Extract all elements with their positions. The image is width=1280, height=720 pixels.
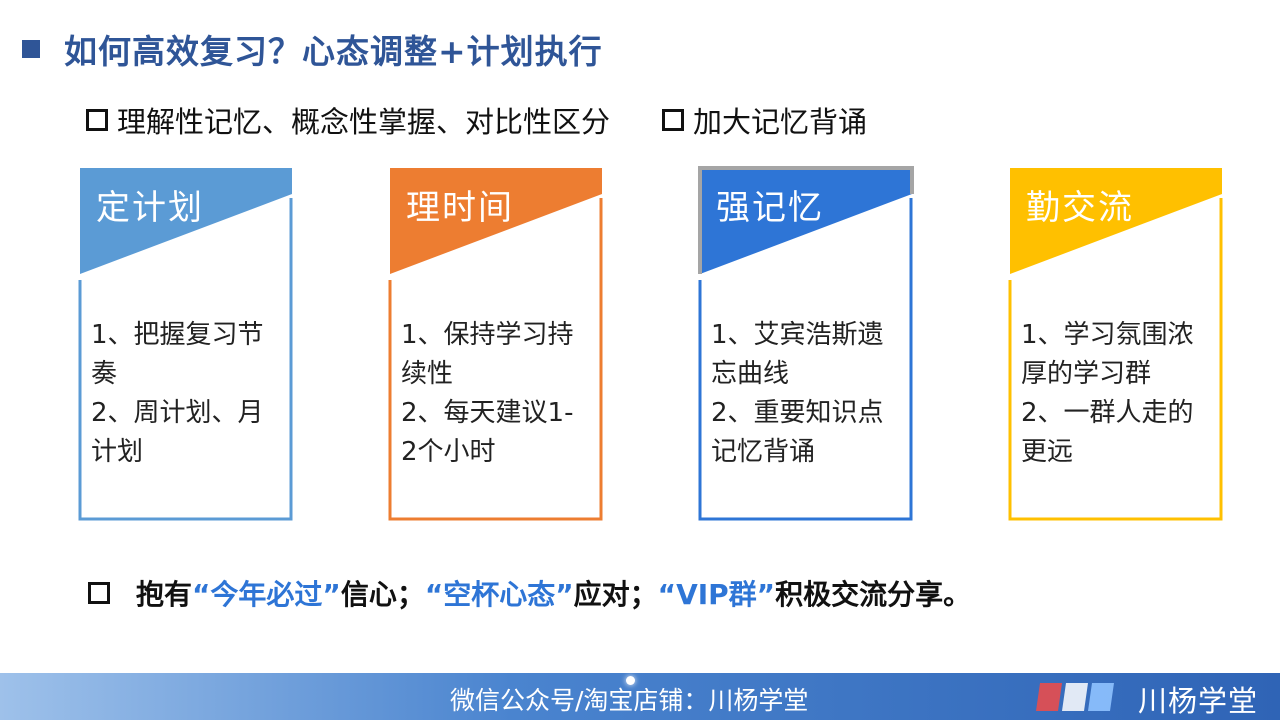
checkbox-icon — [662, 109, 685, 131]
card-line: 2、周计划、月 — [91, 398, 264, 428]
statement-text: 应对； — [573, 578, 658, 611]
card-plan: 定计划 1、把握复习节 奏 2、周计划、月 计划 — [78, 168, 293, 521]
statement-highlight: “VIP群” — [657, 578, 776, 611]
bullet-item: 加大记忆背诵 — [662, 99, 867, 141]
statement-text: 抱有 — [136, 578, 193, 611]
card-frame — [698, 166, 914, 521]
statement-highlight: “今年必过” — [192, 578, 341, 611]
card-title: 强记忆 — [716, 188, 824, 228]
card-line: 2、重要知识点 — [711, 398, 884, 428]
card-time: 理时间 1、保持学习持 续性 2、每天建议1- 2个小时 — [388, 168, 603, 521]
card-line: 1、保持学习持 — [401, 320, 574, 350]
card-frame — [1008, 168, 1223, 521]
statement-text: 积极交流分享。 — [775, 578, 972, 611]
statement-text: 信心； — [340, 578, 425, 611]
card-line: 计划 — [91, 437, 144, 467]
card-frame — [388, 168, 603, 521]
card-line: 奏 — [91, 359, 118, 389]
card-line: 忘曲线 — [711, 359, 790, 389]
bullet-text: 加大记忆背诵 — [693, 105, 868, 139]
card-line: 更远 — [1021, 437, 1074, 467]
card-line: 续性 — [401, 359, 454, 389]
card-line: 2个小时 — [401, 437, 496, 467]
page-title: 如何高效复习？心态调整+计划执行 — [64, 32, 603, 71]
card-line: 厚的学习群 — [1021, 359, 1152, 389]
title-bar: 如何高效复习？心态调整+计划执行 — [22, 24, 603, 74]
card-frame — [78, 168, 293, 521]
bottom-statement: 抱有 “今年必过” 信心； “空杯心态” 应对； “VIP群” 积极交流分享。 — [88, 570, 971, 616]
card-communicate: 勤交流 1、学习氛围浓 厚的学习群 2、一群人走的 更远 — [1008, 168, 1223, 521]
card-line: 2、每天建议1- — [401, 398, 574, 428]
card-memory: 强记忆 1、艾宾浩斯遗 忘曲线 2、重要知识点 记忆背诵 — [698, 166, 914, 521]
card-title: 勤交流 — [1026, 188, 1134, 228]
card-body: 1、艾宾浩斯遗 忘曲线 2、重要知识点 记忆背诵 — [711, 316, 903, 472]
card-line: 1、把握复习节 — [91, 320, 264, 350]
brand-name: 川杨学堂 — [1138, 684, 1259, 718]
bullet-row: 理解性记忆、概念性掌握、对比性区分 加大记忆背诵 — [86, 98, 867, 142]
title-square-icon — [22, 40, 40, 58]
checkbox-icon — [86, 109, 108, 131]
card-line: 1、艾宾浩斯遗 — [711, 320, 884, 350]
bullet-text: 理解性记忆、概念性掌握、对比性区分 — [117, 105, 611, 139]
checkbox-icon — [88, 582, 110, 604]
statement-highlight: “空杯心态” — [424, 578, 574, 611]
brand-logo-icon — [1036, 683, 1114, 711]
card-title: 定计划 — [96, 188, 204, 228]
card-line: 记忆背诵 — [711, 437, 816, 467]
card-body: 1、保持学习持 续性 2、每天建议1- 2个小时 — [401, 316, 593, 472]
footer-bar: 微信公众号/淘宝店铺：川杨学堂 川杨学堂 — [0, 673, 1280, 720]
light-dot-icon — [626, 676, 635, 685]
card-title: 理时间 — [406, 188, 514, 228]
card-body: 1、把握复习节 奏 2、周计划、月 计划 — [91, 316, 283, 472]
bullet-item: 理解性记忆、概念性掌握、对比性区分 — [86, 99, 610, 141]
footer-text: 微信公众号/淘宝店铺：川杨学堂 — [450, 686, 809, 715]
card-line: 1、学习氛围浓 — [1021, 320, 1194, 350]
card-line: 2、一群人走的 — [1021, 398, 1194, 428]
card-body: 1、学习氛围浓 厚的学习群 2、一群人走的 更远 — [1021, 316, 1213, 472]
